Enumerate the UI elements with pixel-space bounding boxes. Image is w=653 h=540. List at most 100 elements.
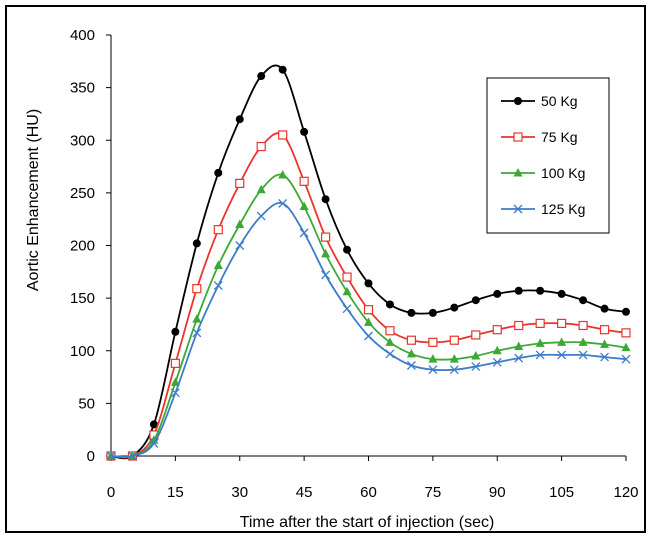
data-point: [600, 304, 609, 313]
data-point: [299, 176, 309, 186]
data-point: [213, 225, 223, 235]
data-point: [492, 325, 502, 335]
y-tick-label: 350: [70, 80, 95, 97]
data-point: [621, 342, 631, 352]
data-point: [149, 420, 158, 429]
data-point: [471, 351, 481, 360]
data-point: [471, 296, 480, 305]
data-point: [235, 219, 245, 228]
data-point: [385, 349, 395, 359]
x-tick-label: 60: [360, 484, 377, 501]
data-point: [214, 168, 223, 177]
legend-marker: [513, 204, 523, 214]
legend-marker: [514, 97, 522, 105]
data-point: [278, 65, 287, 74]
data-point: [579, 296, 588, 305]
data-point: [536, 286, 545, 295]
data-point: [257, 72, 266, 81]
data-point: [449, 335, 459, 345]
data-point: [127, 451, 137, 461]
data-point: [514, 353, 524, 363]
data-point: [256, 211, 266, 221]
data-point: [449, 365, 459, 375]
data-point: [385, 300, 394, 309]
y-tick-label: 150: [70, 290, 95, 307]
y-tick-label: 100: [70, 343, 95, 360]
data-point: [428, 354, 438, 363]
data-point: [342, 286, 352, 296]
data-point: [622, 307, 630, 316]
data-point: [213, 260, 223, 269]
data-point: [557, 318, 567, 328]
data-point: [407, 308, 416, 317]
data-point: [171, 327, 180, 336]
data-point: [385, 326, 395, 336]
data-point: [406, 361, 416, 370]
data-point: [600, 339, 610, 348]
data-point: [192, 284, 202, 294]
data-point: [170, 377, 180, 386]
data-point: [170, 388, 180, 398]
data-point: [428, 308, 437, 317]
data-point: [299, 201, 309, 211]
data-point: [342, 304, 352, 314]
data-point: [535, 318, 545, 328]
legend-item: 125 Kg: [501, 201, 585, 217]
data-point: [492, 357, 502, 367]
legend-item: 50 Kg: [501, 93, 578, 109]
legend-label: 50 Kg: [541, 93, 578, 109]
data-point: [256, 184, 266, 194]
data-point: [514, 341, 524, 351]
data-point: [321, 195, 330, 204]
series-2: [106, 169, 631, 460]
data-point: [235, 115, 244, 124]
legend-label: 125 Kg: [541, 201, 585, 217]
data-point: [621, 328, 631, 338]
y-tick-label: 200: [70, 238, 95, 255]
x-tick-label: 0: [107, 484, 115, 501]
x-axis-title: Time after the start of injection (sec): [240, 514, 495, 531]
y-tick-label: 300: [70, 132, 95, 149]
series-0: [107, 64, 630, 460]
series-line: [110, 201, 627, 458]
data-point: [149, 438, 159, 448]
data-point: [428, 337, 438, 347]
y-tick-label: 400: [70, 27, 95, 44]
data-point: [363, 305, 374, 315]
y-axis-title: Aortic Enhancement (HU): [25, 109, 42, 291]
data-point: [535, 338, 545, 347]
data-point: [299, 228, 309, 238]
data-point: [514, 320, 524, 331]
data-point: [557, 337, 567, 346]
legend: 50 Kg 75 Kg 100 Kg 125 Kg: [486, 77, 610, 234]
data-point: [320, 232, 331, 242]
x-tick-label: 120: [613, 484, 638, 501]
legend-item: 100 Kg: [501, 165, 585, 181]
data-point: [170, 358, 180, 368]
x-tick-label: 15: [167, 484, 184, 501]
x-tick-label: 75: [425, 484, 442, 501]
data-point: [514, 286, 523, 295]
data-point: [106, 451, 116, 461]
legend-label: 100 Kg: [541, 165, 585, 181]
data-point: [213, 281, 223, 290]
data-point: [321, 270, 331, 280]
data-point: [428, 365, 438, 375]
data-point: [535, 350, 545, 360]
data-point: [406, 335, 417, 345]
x-tick-label: 45: [296, 484, 313, 501]
data-point: [557, 289, 566, 298]
data-point: [342, 272, 352, 282]
y-tick-label: 250: [70, 185, 95, 202]
data-point: [364, 279, 373, 288]
data-point: [364, 317, 373, 326]
data-point: [300, 127, 309, 136]
data-point: [557, 350, 567, 360]
data-point: [278, 130, 288, 140]
data-point: [278, 169, 288, 179]
legend-box: [486, 77, 610, 234]
data-point: [471, 330, 481, 340]
legend-marker: [513, 168, 523, 177]
data-point: [492, 345, 502, 355]
